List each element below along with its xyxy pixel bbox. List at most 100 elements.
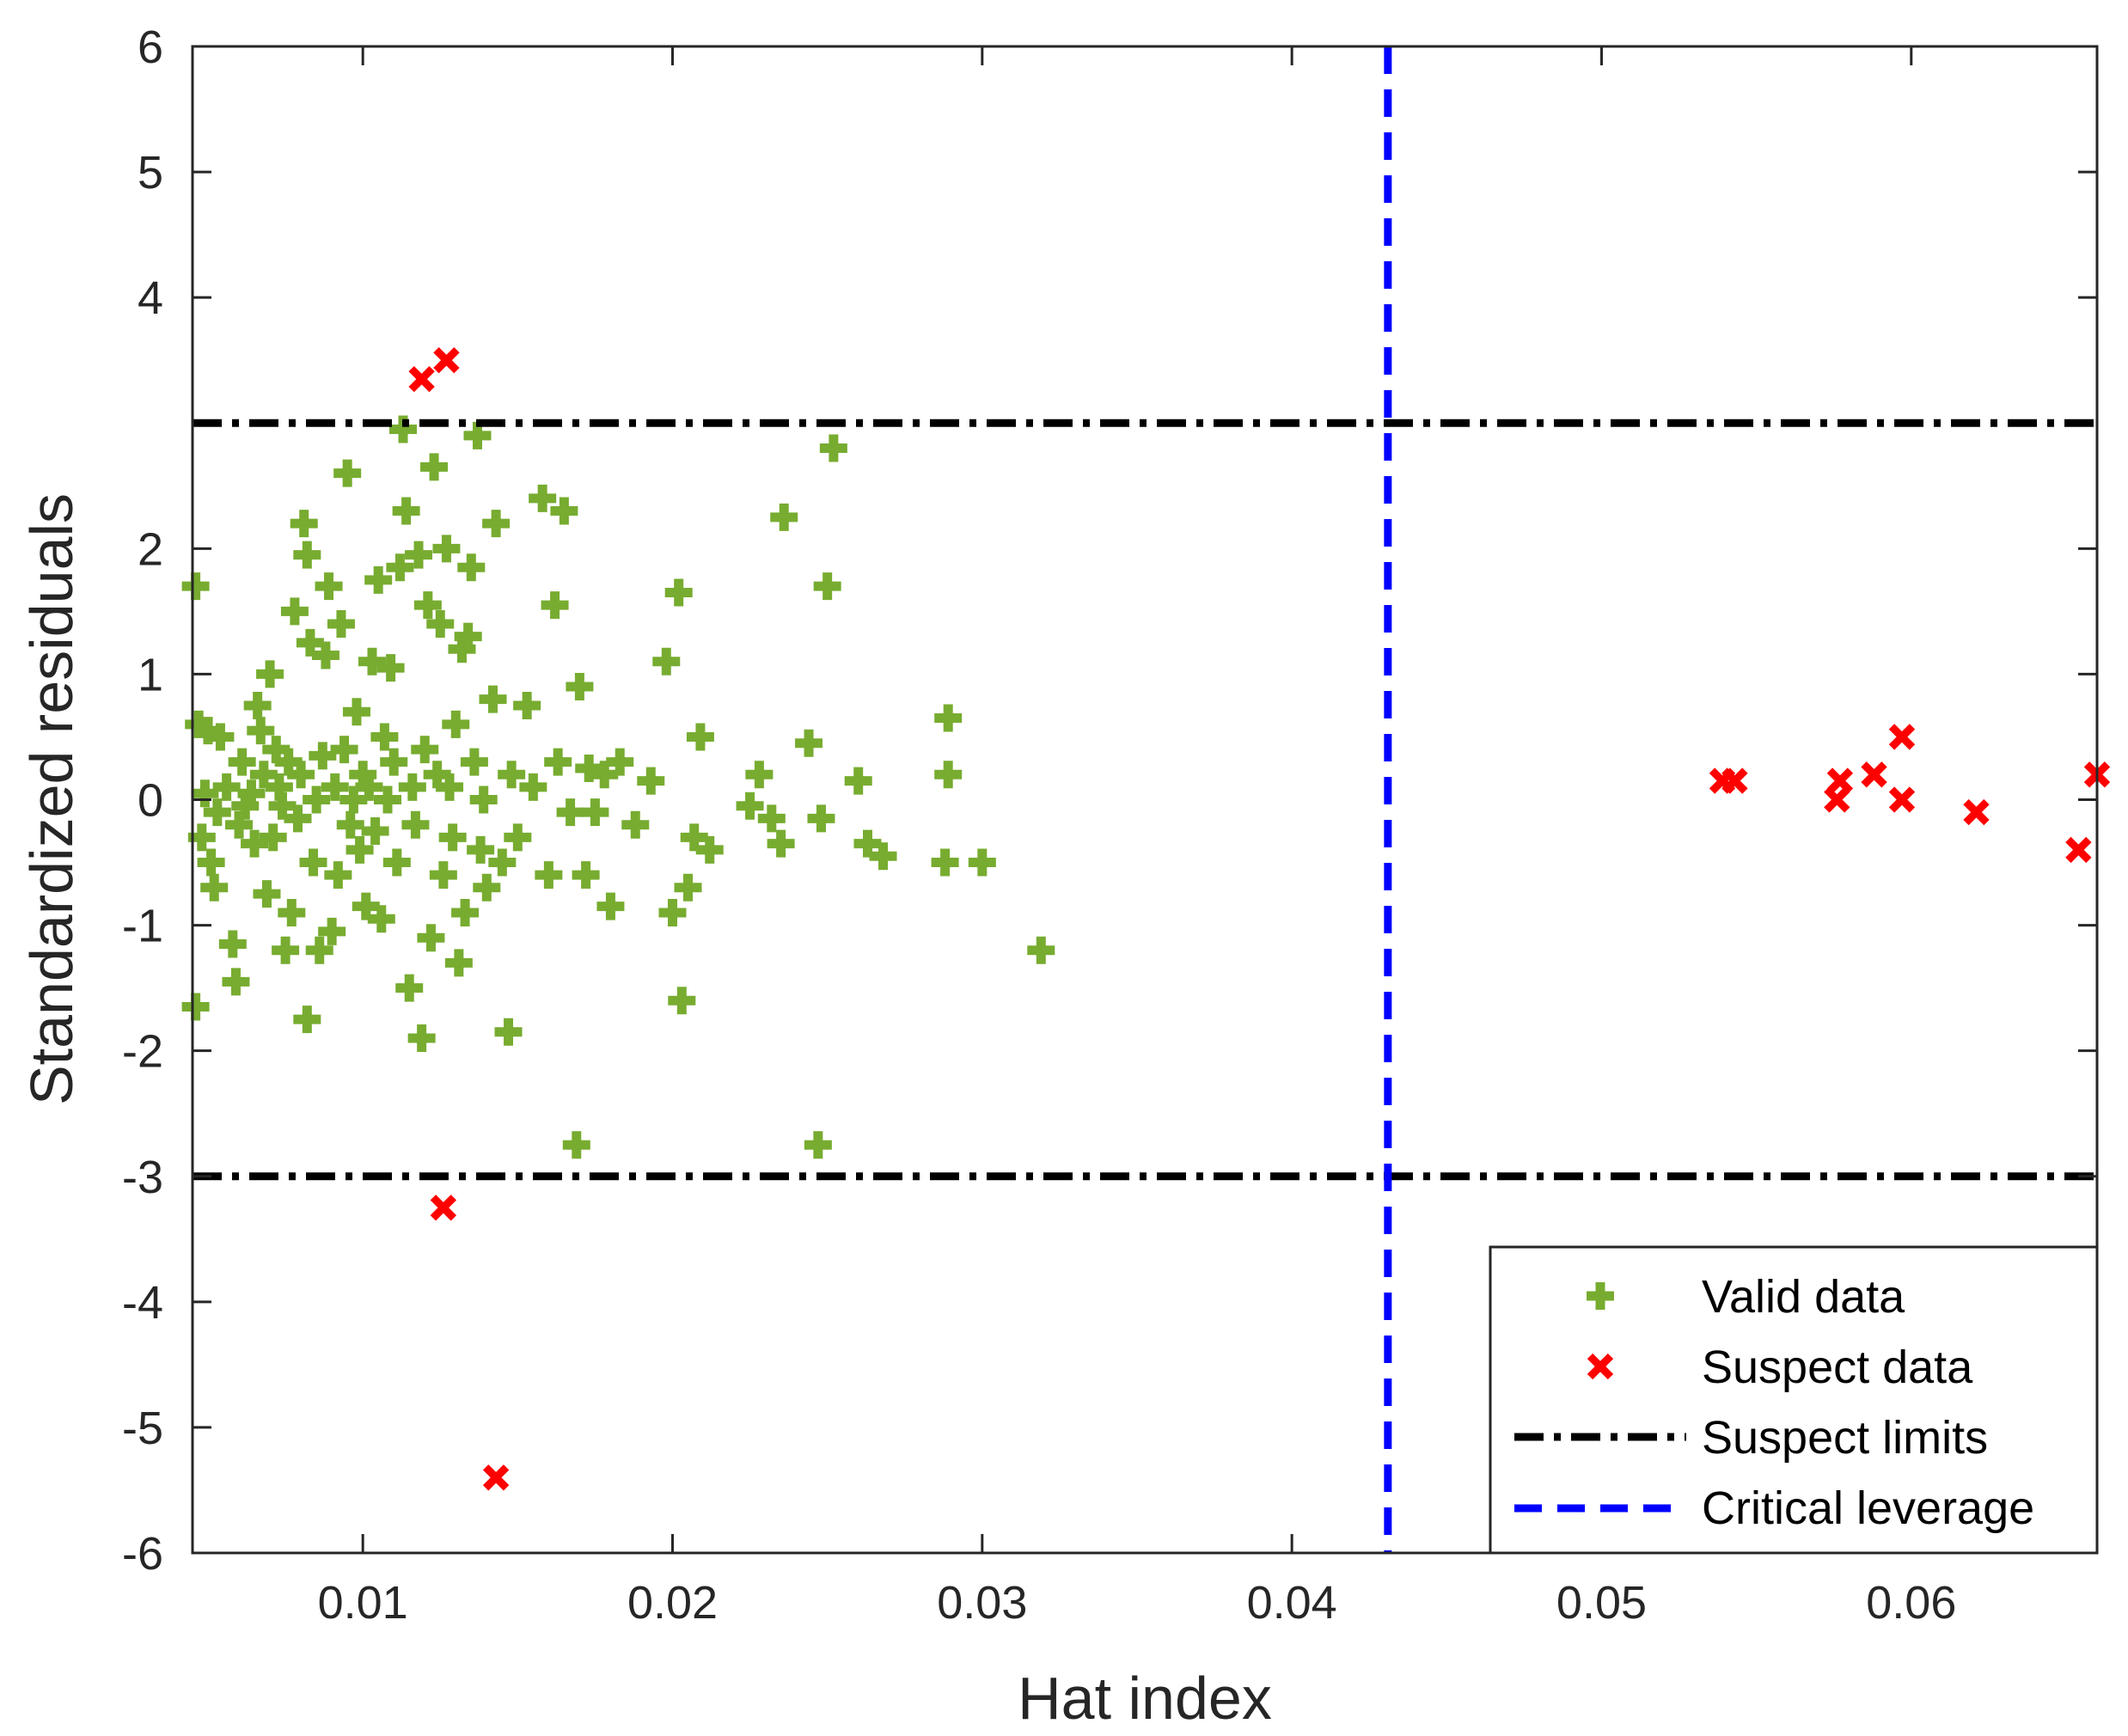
valid-data-point <box>494 1018 523 1046</box>
data-markers <box>181 347 2111 1491</box>
valid-data-point <box>398 773 426 801</box>
valid-data-point <box>376 654 405 682</box>
valid-data-point <box>370 723 399 751</box>
valid-data-point <box>287 761 315 789</box>
y-tick-label: 2 <box>138 523 163 575</box>
valid-data-point <box>352 892 380 920</box>
valid-data-point <box>575 754 603 782</box>
valid-data-point <box>392 497 420 525</box>
suspect-data-point <box>1826 767 1854 794</box>
valid-data-point <box>442 710 470 738</box>
valid-data-point <box>436 773 464 801</box>
valid-data-point <box>407 1024 436 1053</box>
valid-data-point <box>315 572 343 601</box>
valid-data-point <box>225 810 254 839</box>
valid-data-point <box>467 835 495 864</box>
valid-data-point <box>237 779 266 808</box>
valid-data-point <box>420 453 449 481</box>
valid-data-point <box>296 628 324 657</box>
valid-data-point <box>405 541 433 569</box>
valid-data-point <box>268 792 297 820</box>
valid-data-point <box>293 1006 321 1034</box>
valid-data-point <box>324 861 352 889</box>
valid-data-point <box>770 503 798 531</box>
valid-data-point <box>695 835 724 864</box>
valid-data-point <box>566 673 594 701</box>
valid-data-point <box>212 773 241 801</box>
legend-marker-valid <box>1587 1282 1614 1310</box>
valid-data-point <box>243 691 272 719</box>
valid-data-point <box>305 936 333 964</box>
valid-data-point <box>426 609 455 638</box>
valid-data-point <box>451 898 480 926</box>
legend-label-suspect-limits: Suspect limits <box>1702 1412 1988 1464</box>
valid-data-point <box>293 541 321 569</box>
valid-data-point <box>844 767 872 795</box>
valid-data-point <box>432 535 461 563</box>
valid-data-point <box>807 804 835 833</box>
valid-data-point <box>637 767 665 795</box>
valid-data-point <box>290 510 318 538</box>
legend: Valid data Suspect data Suspect limits C… <box>1489 1245 2099 1555</box>
valid-data-point <box>606 748 634 776</box>
suspect-data-point <box>408 365 435 393</box>
valid-data-point <box>652 647 681 675</box>
valid-data-point <box>504 823 532 852</box>
valid-data-point <box>757 804 786 833</box>
valid-data-point <box>541 591 569 620</box>
legend-marker-suspect <box>1587 1353 1614 1380</box>
valid-data-point <box>457 553 486 582</box>
valid-data-point <box>572 861 600 889</box>
valid-data-point <box>311 641 339 669</box>
valid-data-point <box>249 761 278 789</box>
valid-data-point <box>361 817 389 846</box>
valid-data-point <box>364 565 393 594</box>
suspect-data-point <box>1888 724 1916 750</box>
valid-data-point <box>934 704 963 732</box>
y-tick-label: 5 <box>138 147 163 199</box>
valid-data-point <box>303 785 331 814</box>
suspect-data-point <box>1963 798 1990 826</box>
valid-data-point <box>413 591 442 620</box>
valid-data-point <box>596 892 625 920</box>
valid-data-point <box>562 1131 590 1159</box>
y-tick-label: -5 <box>122 1403 163 1454</box>
valid-data-point <box>488 848 517 877</box>
valid-data-point <box>278 898 306 926</box>
valid-data-point <box>519 773 547 801</box>
valid-data-point <box>321 773 349 801</box>
valid-data-point <box>479 685 507 713</box>
valid-data-point <box>795 729 823 757</box>
valid-data-point <box>333 459 362 487</box>
valid-data-point <box>444 949 473 977</box>
valid-data-point <box>767 829 795 858</box>
legend-label-suspect: Suspect data <box>1702 1342 1973 1393</box>
valid-data-point <box>191 779 219 808</box>
reference-lines <box>193 46 2097 1553</box>
valid-data-point <box>247 717 275 745</box>
valid-data-point <box>411 736 439 764</box>
valid-data-point <box>203 798 231 827</box>
valid-data-point <box>197 848 225 877</box>
valid-data-point <box>386 553 414 582</box>
legend-label-valid: Valid data <box>1702 1271 1905 1323</box>
suspect-data-point <box>433 347 460 374</box>
valid-data-point <box>968 848 996 877</box>
valid-data-point <box>680 823 708 852</box>
valid-data-point <box>380 748 408 776</box>
y-tick-label: 6 <box>138 21 163 73</box>
valid-data-point <box>498 761 526 789</box>
valid-data-point <box>429 861 457 889</box>
suspect-data-point <box>1721 767 1748 794</box>
valid-data-point <box>529 484 557 512</box>
valid-data-point <box>181 572 210 601</box>
legend-label-critical-leverage: Critical leverage <box>1702 1482 2034 1534</box>
valid-data-point <box>550 497 578 525</box>
x-tick-label: 0.03 <box>937 1577 1027 1629</box>
y-axis-title: Standardized residuals <box>18 493 85 1105</box>
valid-data-point <box>454 622 482 651</box>
valid-data-point <box>284 804 312 833</box>
valid-data-point <box>228 748 256 776</box>
valid-data-point <box>804 1131 832 1159</box>
valid-data-point <box>222 968 250 996</box>
